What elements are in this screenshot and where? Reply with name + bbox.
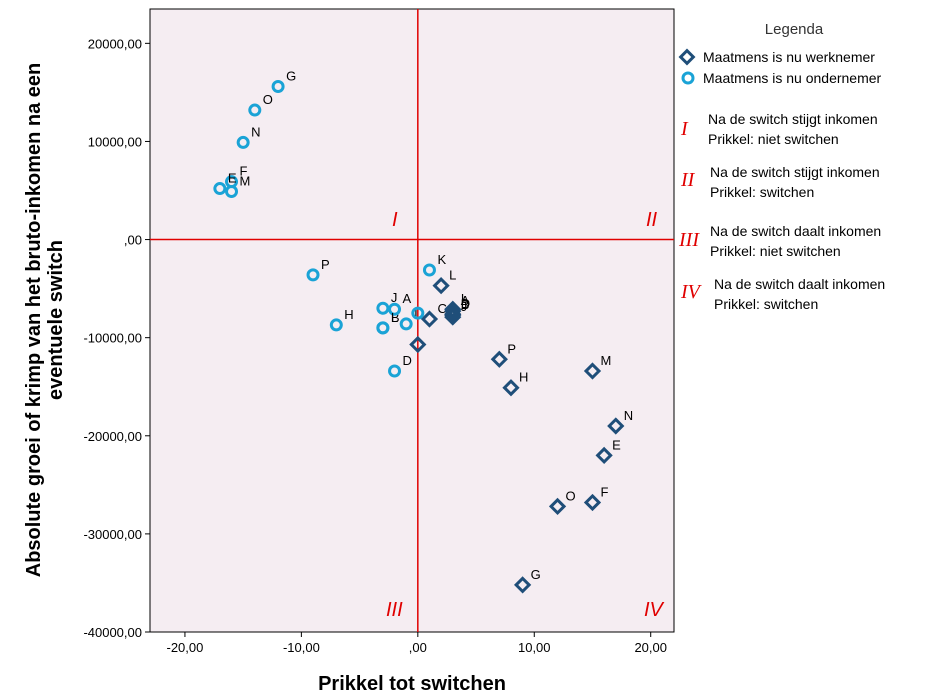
point-label: M xyxy=(600,353,611,368)
legend-desc-i-line2: Prikkel: niet switchen xyxy=(708,131,839,147)
legend-title: Legenda xyxy=(765,21,824,38)
legend-desc-ii-line2: Prikkel: switchen xyxy=(710,184,814,200)
point-label: K xyxy=(437,252,446,267)
werknemer-point xyxy=(409,335,427,354)
ondernemer-point xyxy=(422,263,436,277)
point-label: C xyxy=(437,301,446,316)
point-label: A xyxy=(403,291,412,306)
point-label: O xyxy=(263,92,273,107)
legend-desc-ii-line1: Na de switch stijgt inkomen xyxy=(710,164,880,180)
x-tick-label: -20,00 xyxy=(166,640,203,655)
werknemer-point xyxy=(583,493,602,512)
y-tick-label: -20000,00 xyxy=(83,429,142,444)
point-label: D xyxy=(403,353,412,368)
quadrant-label-iv: IV xyxy=(644,599,665,621)
point-label: G xyxy=(286,69,296,84)
werknemer-point xyxy=(444,302,462,320)
x-axis: -20,00 -10,00 ,00 10,00 20,00 xyxy=(166,632,667,655)
ondernemer-point xyxy=(411,306,425,320)
x-tick-label: 20,00 xyxy=(634,640,667,655)
point-label: B xyxy=(391,310,400,325)
legend-roman-iii: III xyxy=(678,229,700,251)
x-tick-label: 10,00 xyxy=(518,640,551,655)
quadrant-label-ii: II xyxy=(646,209,658,231)
point-label: H xyxy=(519,370,528,385)
werknemer-point xyxy=(490,350,508,368)
point-label: I xyxy=(461,291,465,306)
point-label: N xyxy=(251,124,260,139)
point-label: O xyxy=(566,488,576,503)
y-axis-title-line2: eventuele switch xyxy=(45,240,67,400)
point-label: N xyxy=(624,408,633,423)
werknemer-point xyxy=(432,277,450,295)
plot-area xyxy=(149,8,675,633)
legend-roman-iv: IV xyxy=(680,281,703,303)
ondernemer-point xyxy=(388,364,402,378)
werknemer-point xyxy=(502,379,520,397)
ondernemer-point xyxy=(306,268,320,282)
ondernemer-point xyxy=(329,318,343,332)
point-label: G xyxy=(531,567,541,582)
point-label: H xyxy=(344,307,353,322)
point-label: A xyxy=(461,293,470,308)
legend-item-werknemer: Maatmens is nu werknemer xyxy=(703,49,875,65)
legend-roman-ii: II xyxy=(680,169,696,191)
y-axis: 20000,00 10000,00 ,00 -10000,00 -20000,00 -30… xyxy=(83,36,150,640)
point-label: E xyxy=(612,437,621,452)
point-label: L xyxy=(449,268,456,283)
y-axis-title-line1: Absolute groei of krimp van het bruto-in… xyxy=(23,63,45,578)
werknemer-point xyxy=(583,362,602,380)
legend: Legenda Maatmens is nu werknemer Maatmen… xyxy=(678,21,885,312)
werknemer-point xyxy=(514,576,532,594)
ondernemer-point xyxy=(213,182,227,196)
y-tick-label: 10000,00 xyxy=(88,134,142,149)
ondernemer-point xyxy=(388,302,402,316)
point-label: F xyxy=(600,484,608,499)
werknemer-point xyxy=(595,446,613,465)
y-tick-label: -10000,00 xyxy=(83,331,142,346)
point-label: E xyxy=(228,171,237,186)
ondernemer-point xyxy=(248,103,262,117)
ondernemer-point xyxy=(236,135,250,149)
ondernemer-point xyxy=(399,317,413,331)
x-axis-title: Prikkel tot switchen xyxy=(318,673,506,695)
werknemer-point xyxy=(607,417,625,435)
point-label: J xyxy=(391,290,398,305)
point-label: P xyxy=(321,257,330,272)
legend-desc-iii-line2: Prikkel: niet switchen xyxy=(710,243,841,259)
y-tick-label: -40000,00 xyxy=(83,625,142,640)
x-tick-label: ,00 xyxy=(409,640,427,655)
legend-desc-iv-line2: Prikkel: switchen xyxy=(714,296,818,312)
point-label: P xyxy=(507,341,516,356)
ondernemer-point xyxy=(376,301,390,315)
quadrant-label-iii: III xyxy=(386,599,403,621)
legend-roman-i: I xyxy=(680,118,689,140)
legend-diamond-marker xyxy=(678,48,696,66)
point-label: J xyxy=(461,299,468,314)
ondernemer-point xyxy=(225,184,239,198)
ondernemer-point xyxy=(376,321,390,335)
point-label: F xyxy=(240,164,248,179)
point-label: L xyxy=(391,310,398,325)
werknemer-point xyxy=(420,310,439,328)
quadrant-label-i: I xyxy=(392,209,398,231)
y-tick-label: ,00 xyxy=(124,233,142,248)
point-label: M xyxy=(240,173,251,188)
legend-circle-marker xyxy=(681,71,695,85)
y-tick-label: 20000,00 xyxy=(88,36,142,51)
ondernemer-point xyxy=(271,80,285,94)
werknemer-point xyxy=(548,497,567,516)
legend-desc-iv-line1: Na de switch daalt inkomen xyxy=(714,276,885,292)
legend-desc-iii-line1: Na de switch daalt inkomen xyxy=(710,223,881,239)
y-tick-label: -30000,00 xyxy=(83,527,142,542)
x-tick-label: -10,00 xyxy=(283,640,320,655)
legend-desc-i-line1: Na de switch stijgt inkomen xyxy=(708,111,878,127)
point-label: I xyxy=(414,306,418,321)
point-label: B xyxy=(461,297,470,312)
point-label: D xyxy=(461,296,470,311)
legend-item-ondernemer: Maatmens is nu ondernemer xyxy=(703,70,882,86)
